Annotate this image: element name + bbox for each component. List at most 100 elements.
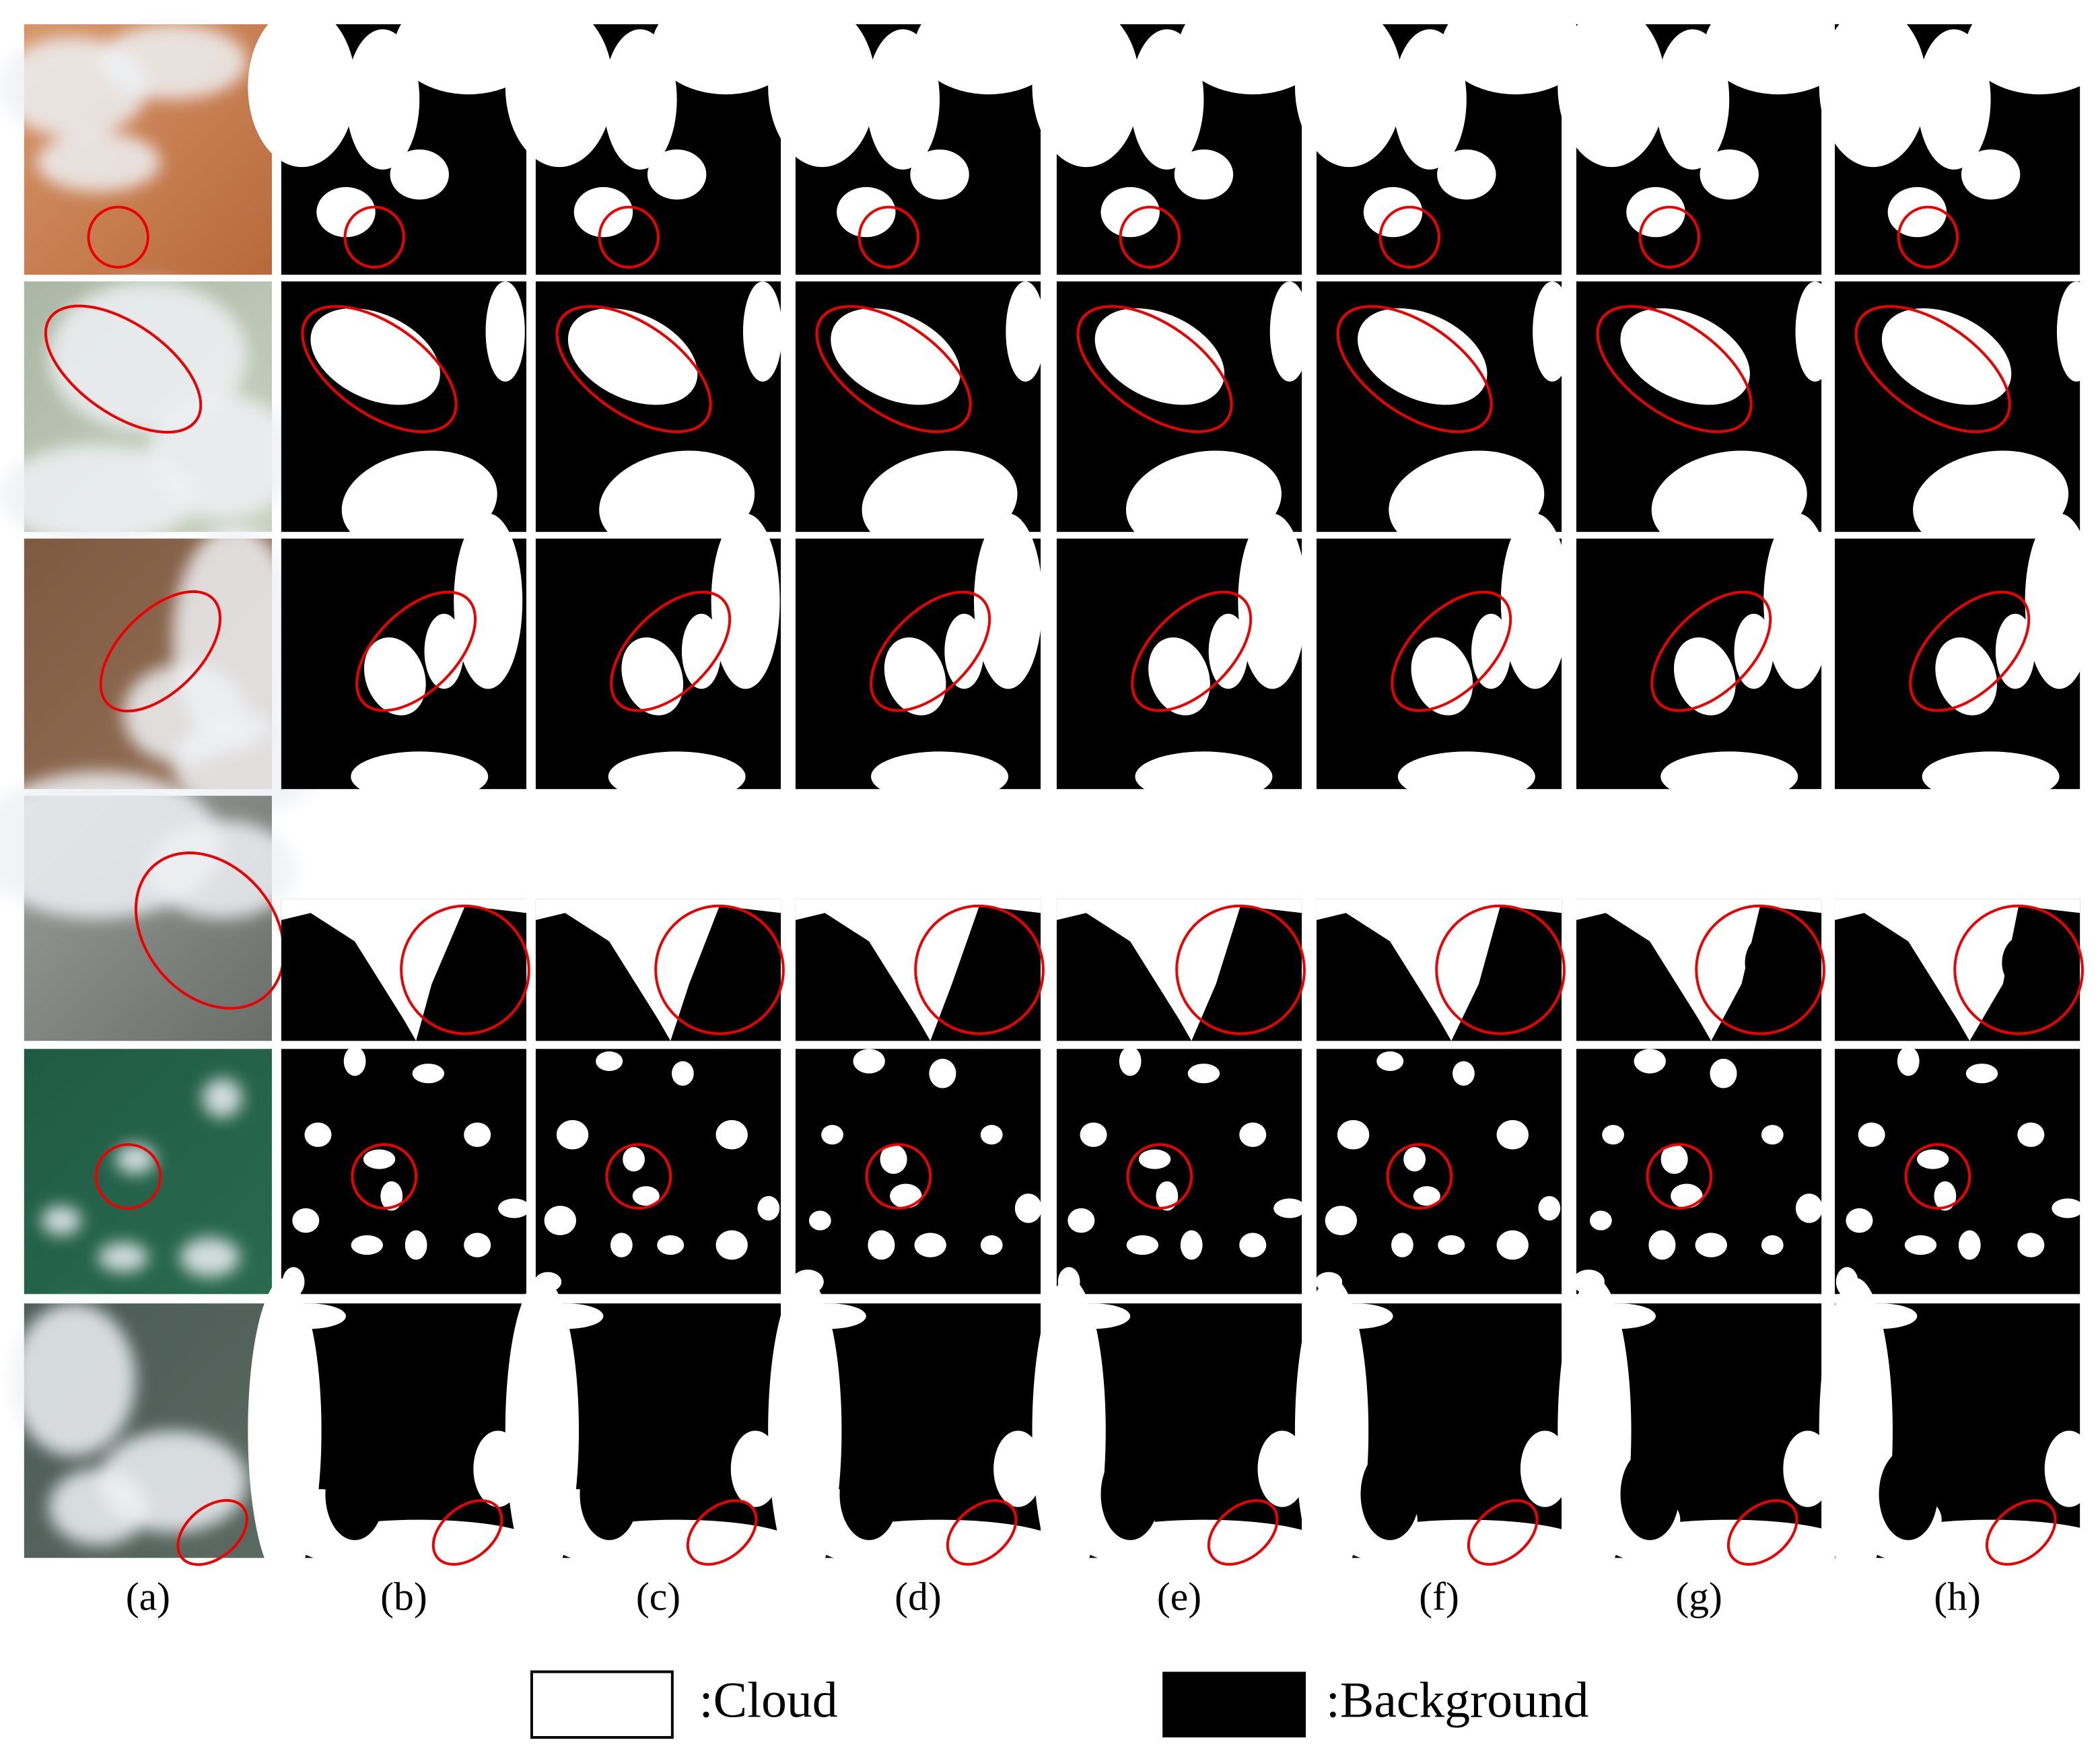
mask-cloud (1397, 751, 1535, 802)
satellite-image (24, 526, 322, 815)
mask-cloud (1257, 1430, 1307, 1507)
mask-background-blob (1620, 1448, 1679, 1540)
mask-cloud (1648, 1230, 1676, 1260)
mask-cloud (1881, 308, 2012, 405)
mask-cloud (1208, 613, 1248, 689)
cloud-mask (535, 899, 785, 1041)
mask-cloud (343, 1046, 366, 1076)
highlight-ellipse (815, 305, 972, 434)
mask-cloud (1602, 1125, 1624, 1145)
mask-cloud (272, 1303, 346, 1329)
cloud-mask (1316, 513, 1570, 802)
cloud-mask (1576, 281, 1835, 553)
mask-cloud (1273, 1198, 1306, 1218)
mask-cloud (1393, 29, 1467, 170)
highlight-ellipse (1897, 205, 1959, 269)
mask-cloud (831, 308, 960, 405)
mask-cloud (297, 1519, 542, 1571)
satellite-image (24, 1049, 272, 1294)
mask-cloud (1660, 1144, 1688, 1174)
cloud-mask (281, 899, 530, 1041)
highlight-ellipse (1076, 305, 1233, 434)
legend: :Cloud :Background (530, 1670, 1588, 1739)
mask-cloud (1965, 1064, 1998, 1084)
mask-cloud (556, 1119, 589, 1150)
cloud-mask (1835, 1046, 2084, 1297)
highlight-ellipse (686, 1499, 758, 1566)
cloud-mask (1032, 1278, 1327, 1584)
mask-background (535, 1049, 781, 1294)
highlight-ellipse (1695, 904, 1825, 1035)
clouds (0, 771, 297, 919)
mask-cloud (915, 0, 1063, 95)
cloud (98, 1242, 148, 1272)
cloud-mask (768, 1278, 1063, 1584)
mask-cloud (363, 637, 426, 716)
cloud-mask (1315, 1049, 1562, 1294)
mask-cloud (914, 1233, 946, 1257)
cloud-mask (795, 899, 1045, 1041)
cloud-mask (248, 1278, 542, 1584)
satellite-image (0, 24, 272, 275)
cloud (147, 820, 297, 919)
mask-cloud (711, 513, 780, 689)
mask-cloud (351, 1235, 383, 1255)
mask-cloud (1239, 1122, 1267, 1147)
highlight-ellipse (1207, 1499, 1279, 1566)
cloud-mask (1835, 899, 2084, 1041)
highlight-ellipse (301, 305, 458, 434)
mask-cloud (608, 751, 746, 802)
mask-cloud (281, 899, 526, 1041)
mask-cloud (1922, 751, 2060, 802)
mask-cloud (1403, 1146, 1426, 1172)
cloud (36, 132, 161, 193)
mask-cloud (292, 1208, 320, 1233)
cloud-mask (281, 513, 526, 802)
mask-cloud (1651, 450, 1807, 553)
mask-cloud (405, 1230, 427, 1260)
highlight-ellipse (605, 1143, 672, 1210)
mask-cloud (1238, 513, 1307, 689)
clouds (0, 24, 248, 193)
mask-cloud (394, 0, 542, 95)
highlight-ellipse (1378, 205, 1441, 269)
cloud (147, 394, 297, 520)
highlight-ellipse (99, 590, 221, 713)
satellite-image (11, 1303, 272, 1566)
mask-cloud (1819, 6, 1927, 168)
cloud-mask (535, 281, 783, 553)
mask-cloud (1411, 637, 1473, 716)
image-grid (0, 0, 2097, 1584)
mask-cloud (715, 1119, 748, 1150)
mask-cloud (304, 1122, 332, 1147)
mask-cloud (1032, 6, 1140, 168)
highlight-ellipse (1336, 305, 1493, 434)
mask-cloud (2017, 1122, 2045, 1147)
mask-cloud (1496, 1119, 1529, 1150)
cloud-mask (281, 281, 526, 553)
mask-cloud (681, 613, 722, 689)
mask-cloud (1734, 613, 1774, 689)
highlight-ellipse (858, 205, 919, 269)
mask-cloud (792, 1303, 866, 1329)
highlight-ellipse (343, 205, 405, 269)
mask-cloud (757, 1196, 780, 1221)
mask-cloud (1100, 186, 1160, 238)
legend-label: :Cloud (699, 1673, 838, 1729)
mask-cloud (1761, 1125, 1784, 1145)
mask-cloud (454, 513, 523, 689)
column-label: (f) (1419, 1575, 1459, 1619)
mask-cloud (2017, 1233, 2045, 1257)
cloud (48, 281, 248, 432)
mask-cloud (1452, 1061, 1475, 1086)
cloud-mask (1056, 281, 1310, 553)
mask-cloud (1626, 186, 1685, 238)
mask-background-blob (1745, 934, 1790, 992)
highlight-ellipse (1131, 590, 1253, 712)
cloud-mask (1835, 281, 2097, 553)
mask-cloud (1634, 1049, 1666, 1074)
mask-cloud (1655, 29, 1730, 170)
mask-cloud (1125, 450, 1282, 553)
mask-background-blob (325, 1448, 384, 1540)
